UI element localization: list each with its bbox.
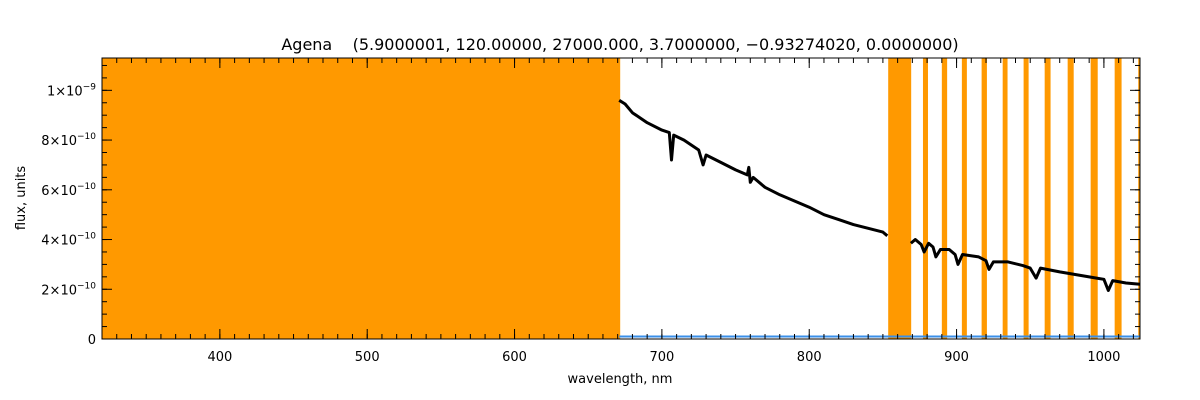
masked-region: [941, 58, 948, 339]
masked-region: [1002, 58, 1008, 339]
series-line-flux: [618, 99, 889, 237]
x-tick-label: 500: [355, 350, 380, 365]
y-tick-label: 1×10−9: [47, 82, 96, 99]
y-tick-label: 6×10−10: [41, 182, 96, 199]
chart-title: Agena (5.9000001, 120.00000, 27000.000, …: [281, 35, 958, 54]
masked-region: [1114, 58, 1122, 339]
y-tick-label: 0: [88, 333, 96, 348]
x-tick-label: 1000: [1087, 350, 1120, 365]
masked-region: [922, 58, 928, 339]
x-tick-label: 700: [649, 350, 674, 365]
plot-frame: [101, 57, 1141, 340]
masked-region: [1067, 58, 1074, 339]
x-tick-label: 600: [502, 350, 527, 365]
x-axis-label: wavelength, nm: [568, 372, 673, 387]
y-tick-label: 2×10−10: [41, 281, 96, 298]
masked-region: [1090, 58, 1098, 339]
masked-region: [888, 58, 912, 339]
masked-region: [1044, 58, 1051, 339]
x-tick-label: 900: [944, 350, 969, 365]
x-tick-label: 800: [797, 350, 822, 365]
masked-region: [961, 58, 967, 339]
axes: 400 500 600 700 800 900 1000 0 2×10−10 4×10−10 6×1…: [41, 57, 1141, 365]
series-line-flux: [909, 238, 1141, 292]
y-tick-label: 8×10−10: [41, 132, 96, 149]
masked-region: [981, 58, 987, 339]
x-tick-label: 400: [207, 350, 232, 365]
y-tick-label: 4×10−10: [41, 232, 96, 249]
masked-region: [1023, 58, 1029, 339]
series-lines: [618, 99, 1141, 338]
masked-region: [102, 58, 621, 339]
masked-region: [1138, 58, 1140, 339]
y-axis-label: flux, units: [14, 166, 29, 231]
masked-regions: [102, 58, 1140, 339]
